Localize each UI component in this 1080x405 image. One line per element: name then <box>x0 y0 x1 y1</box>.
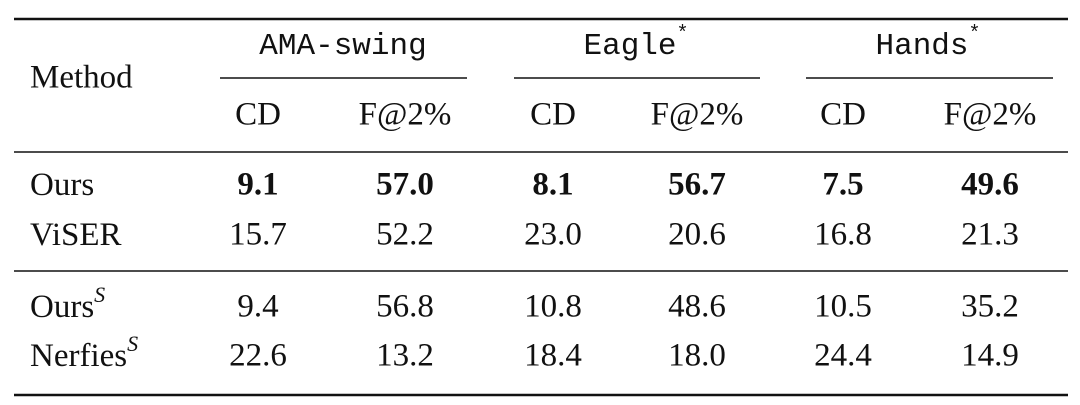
cell-value: 23.0 <box>524 217 582 253</box>
metric-header: CD <box>235 97 281 133</box>
method-name: OursS <box>30 282 105 325</box>
cell-value: 56.7 <box>668 167 726 203</box>
metric-header: F@2% <box>359 97 452 133</box>
method-header: Method <box>30 60 133 96</box>
method-label: Nerfies <box>30 338 127 374</box>
method-label: ViSER <box>30 217 122 253</box>
method-sup: S <box>127 331 138 356</box>
cell-value: 8.1 <box>532 167 573 203</box>
group-header: AMA-swing <box>259 29 426 64</box>
method-sup: S <box>94 282 105 307</box>
cell-value: 18.4 <box>524 338 582 374</box>
cell-value: 56.8 <box>376 289 434 325</box>
group-name: Hands <box>875 29 968 64</box>
cell-value: 14.9 <box>961 338 1019 374</box>
cell-value: 13.2 <box>376 338 434 374</box>
cell-value: 57.0 <box>376 167 434 203</box>
group-mark: * <box>969 23 981 46</box>
method-label: Ours <box>30 167 94 203</box>
method-name: Ours <box>30 167 94 203</box>
metric-header: CD <box>530 97 576 133</box>
group-header: Eagle* <box>583 23 688 64</box>
cell-value: 7.5 <box>822 167 863 203</box>
cell-value: 22.6 <box>229 338 287 374</box>
cell-value: 48.6 <box>668 289 726 325</box>
cell-value: 9.1 <box>237 167 278 203</box>
method-name: ViSER <box>30 217 122 253</box>
method-label: Ours <box>30 289 94 325</box>
method-name: NerfiesS <box>30 331 138 374</box>
metric-header: CD <box>820 97 866 133</box>
metric-header: F@2% <box>651 97 744 133</box>
cell-value: 10.8 <box>524 289 582 325</box>
group-name: AMA-swing <box>259 29 426 64</box>
cell-value: 9.4 <box>237 289 278 325</box>
group-name: Eagle <box>583 29 676 64</box>
cell-value: 49.6 <box>961 167 1019 203</box>
metric-header: F@2% <box>944 97 1037 133</box>
cell-value: 21.3 <box>961 217 1019 253</box>
group-header: Hands* <box>875 23 980 64</box>
cell-value: 18.0 <box>668 338 726 374</box>
cell-value: 24.4 <box>814 338 872 374</box>
cell-value: 20.6 <box>668 217 726 253</box>
cell-value: 35.2 <box>961 289 1019 325</box>
group-mark: * <box>677 23 689 46</box>
cell-value: 16.8 <box>814 217 872 253</box>
cell-value: 10.5 <box>814 289 872 325</box>
cell-value: 52.2 <box>376 217 434 253</box>
cell-value: 15.7 <box>229 217 287 253</box>
